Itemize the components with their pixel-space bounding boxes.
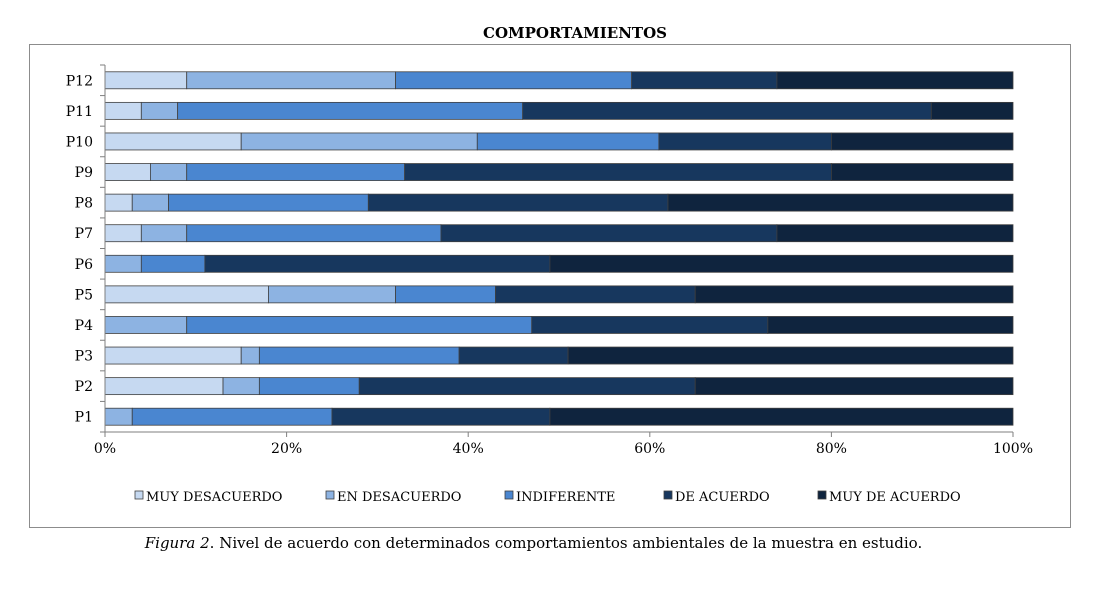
bar-segment-p5-3 (395, 285, 496, 304)
bar-segment-p3-4 (458, 346, 569, 365)
bar-segment-p7-3 (186, 224, 442, 243)
bar-segment-p3-2 (240, 346, 260, 365)
bar-segment-p9-5 (831, 163, 1014, 181)
bar-segment-p6-2 (104, 254, 142, 273)
x-tick-label: 60% (634, 441, 665, 457)
bar-segment-p9-1 (104, 163, 151, 181)
category-label: P3 (75, 349, 93, 365)
bar-segment-p9-2 (149, 163, 188, 181)
category-label: P1 (75, 410, 93, 426)
bar-segment-p12-4 (631, 71, 778, 90)
category-label: P11 (66, 104, 93, 120)
category-label: P4 (75, 318, 93, 334)
x-tick-label: 100% (993, 441, 1033, 457)
axes-group: P12 P11 P10 P9 P8 P7 P6 P5 P4 P3 P2 P10% 20% 40% 60% 80… (66, 64, 1033, 457)
legend: MUY DESACUERDO EN DESACUERDO INDIFERENTE DE… (134, 490, 961, 505)
bar-segment-p5-2 (268, 285, 396, 304)
bar-segment-p8-5 (667, 193, 1014, 212)
bar-segment-p8-3 (168, 193, 369, 212)
bar-segment-p1-2 (104, 407, 133, 426)
legend-swatch (325, 490, 335, 500)
bar-segment-p8-4 (367, 193, 669, 212)
bar-segment-p11-3 (177, 101, 524, 120)
bar-segment-p2-5 (694, 377, 1014, 396)
legend-label: INDIFERENTE (516, 490, 615, 505)
caption-text: . Nivel de acuerdo con determinados comp… (209, 534, 923, 552)
category-label: P7 (75, 226, 93, 242)
bar-segment-p10-4 (658, 132, 832, 151)
bar-segment-p11-2 (140, 101, 179, 120)
bar-segment-p9-4 (404, 163, 832, 181)
bar-segment-p2-2 (222, 377, 260, 396)
bar-segment-p5-4 (495, 285, 696, 304)
legend-label: MUY DESACUERDO (146, 490, 282, 505)
legend-label: EN DESACUERDO (337, 490, 461, 505)
bar-segment-p6-5 (549, 254, 1014, 273)
bar-segment-p5-5 (694, 285, 1014, 304)
category-label: P6 (75, 257, 93, 273)
bar-segment-p6-4 (204, 254, 551, 273)
x-tick-label: 20% (271, 441, 302, 457)
bar-segment-p1-4 (331, 407, 551, 426)
bar-segment-p7-2 (140, 224, 188, 243)
bar-segment-p10-5 (831, 132, 1014, 151)
legend-swatch (817, 490, 827, 500)
category-label: P9 (75, 165, 93, 181)
bar-segment-p12-3 (395, 71, 633, 90)
x-tick-label: 40% (453, 441, 484, 457)
bar-segment-p4-2 (104, 316, 188, 334)
category-label: P5 (75, 287, 93, 303)
caption-label: Figura 2 (144, 534, 210, 552)
bar-segment-p1-3 (131, 407, 333, 426)
bar-segment-p4-5 (767, 316, 1014, 334)
legend-label: DE ACUERDO (675, 490, 770, 505)
category-label: P12 (66, 73, 93, 89)
bar-segment-p7-1 (104, 224, 142, 243)
bar-segment-p7-4 (440, 224, 778, 243)
category-label: P2 (75, 379, 93, 395)
bar-segment-p11-4 (522, 101, 932, 120)
bar-segment-p2-4 (358, 377, 696, 396)
bar-segment-p9-3 (186, 163, 406, 181)
legend-swatch (504, 490, 514, 500)
chart-title: COMPORTAMIENTOS (483, 24, 667, 42)
bar-segment-p4-4 (531, 316, 769, 334)
bar-segment-p11-5 (930, 101, 1014, 120)
bar-segment-p3-3 (258, 346, 460, 365)
category-label: P10 (66, 134, 93, 150)
bar-segment-p10-1 (104, 132, 242, 151)
legend-swatch (134, 490, 144, 500)
bar-segment-p11-1 (104, 101, 142, 120)
bar-segment-p8-1 (104, 193, 133, 212)
legend-label: MUY DE ACUERDO (829, 490, 961, 505)
bar-segment-p3-1 (104, 346, 242, 365)
bar-segment-p10-3 (476, 132, 660, 151)
bar-segment-p1-5 (549, 407, 1014, 426)
chart-frame (29, 44, 1071, 528)
bar-segment-p4-3 (186, 316, 533, 334)
category-label: P8 (75, 196, 93, 212)
bar-segment-p12-5 (776, 71, 1014, 90)
bars-group (104, 71, 1014, 426)
figure-caption: Figura 2. Nivel de acuerdo con determina… (0, 534, 1067, 552)
x-tick-label: 0% (94, 441, 116, 457)
bar-segment-p7-5 (776, 224, 1014, 243)
x-tick-label: 80% (816, 441, 847, 457)
bar-segment-p3-5 (567, 346, 1014, 365)
bar-segment-p6-3 (140, 254, 206, 273)
bar-segment-p12-2 (186, 71, 396, 90)
legend-swatch (663, 490, 673, 500)
bar-segment-p12-1 (104, 71, 188, 90)
bar-segment-p8-2 (131, 193, 169, 212)
bar-segment-p2-1 (104, 377, 224, 396)
bar-segment-p5-1 (104, 285, 269, 304)
bar-segment-p2-3 (258, 377, 360, 396)
bar-segment-p10-2 (240, 132, 478, 151)
